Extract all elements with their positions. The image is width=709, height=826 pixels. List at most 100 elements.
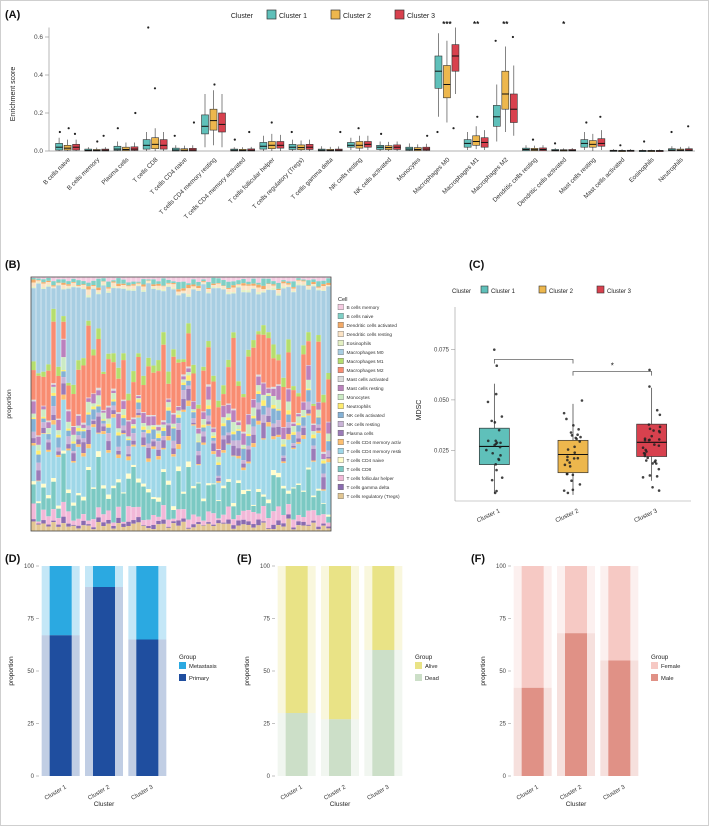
stacked-segment [166,425,171,437]
jitter-point [493,443,496,447]
stacked-segment [221,523,226,531]
stacked-segment [191,527,196,531]
stacked-segment [66,436,71,445]
stacked-segment [111,485,116,489]
stacked-segment [311,461,316,496]
stacked-segment [216,501,221,519]
stacked-segment [151,287,156,289]
stacked-segment [191,279,196,285]
stacked-segment [216,475,221,478]
legend-label: Monocytes [347,395,371,401]
stacked-segment [41,288,46,372]
stacked-segment [191,411,196,413]
legend-title: Group [415,654,433,661]
stacked-segment [191,286,196,289]
outlier-point [290,130,293,134]
stacked-segment [56,454,61,458]
jitter-point [651,485,654,489]
bar-bottom [372,650,395,776]
stacked-segment [111,393,116,400]
stacked-segment [51,285,56,287]
x-tick-label: Dendritic cells activated [516,156,568,208]
stacked-segment [321,394,326,403]
significance-label: * [611,362,614,371]
stacked-segment [146,519,151,527]
stacked-segment [31,431,36,439]
stacked-segment [206,293,211,342]
stacked-segment [71,427,76,435]
jitter-point [578,440,582,443]
stacked-segment [121,418,126,426]
legend-title: Cluster [231,13,254,20]
stacked-segment [141,520,146,526]
stacked-segment [221,280,226,286]
stacked-segment [321,286,326,291]
stacked-segment [126,285,131,287]
stacked-segment [161,277,166,279]
stacked-segment [51,288,56,309]
stacked-segment [216,288,221,401]
jitter-point [653,460,657,464]
bar-bottom [608,660,631,776]
stacked-segment [146,492,151,520]
stacked-segment [136,395,141,397]
boxplot-box [159,139,168,150]
panel-label-a: (A) [5,9,21,21]
jitter-point [493,491,497,495]
stacked-segment [71,453,76,461]
panel-label-d: (D) [5,553,21,565]
stacked-segment [151,415,156,417]
stacked-segment [56,279,61,283]
stacked-segment [46,516,51,525]
stacked-segment [221,452,226,486]
stacked-segment [186,527,191,529]
jitter-point [562,411,566,415]
stacked-segment [116,523,121,531]
stacked-segment [46,524,51,527]
stacked-segment [66,450,71,490]
stacked-segment [96,292,101,295]
stacked-segment [256,424,261,490]
bar-top [329,566,351,720]
stacked-segment [201,419,206,425]
stacked-segment [291,487,296,489]
stacked-segment [116,286,121,288]
stacked-segment [241,470,246,491]
stacked-segment [196,464,201,466]
jitter-point [570,434,574,437]
stacked-segment [131,281,136,285]
stacked-segment [271,396,276,405]
stacked-segment [46,285,51,287]
stacked-segment [116,506,121,518]
stacked-segment [191,424,196,426]
stacked-segment [141,289,146,292]
stacked-segment [151,284,156,287]
stacked-segment [116,413,121,429]
stacked-segment [291,277,296,282]
jitter-point [494,463,498,466]
stacked-segment [56,524,61,527]
stacked-segment [281,457,286,462]
stacked-segment [291,434,296,444]
boxplot-box [122,146,130,151]
stacked-segment [291,527,296,530]
stacked-segment [236,515,241,521]
stacked-segment [66,277,71,282]
stacked-segment [91,424,96,428]
significance-label: ** [502,20,509,29]
stacked-segment [196,408,201,428]
stacked-segment [231,506,236,520]
stacked-segment [71,460,76,463]
stacked-segment [86,320,91,326]
stacked-segment [266,416,271,423]
jitter-point [580,399,584,402]
stacked-segment [121,288,126,354]
stacked-segment [311,425,316,432]
x-tick-label: B cells naive [42,156,72,186]
stacked-segment [121,430,126,434]
legend-label: T cells CD4 memory resting [347,449,402,455]
legend-label: Macrophages M1 [347,359,384,365]
stacked-segment [51,386,56,393]
stacked-segment [61,501,66,517]
